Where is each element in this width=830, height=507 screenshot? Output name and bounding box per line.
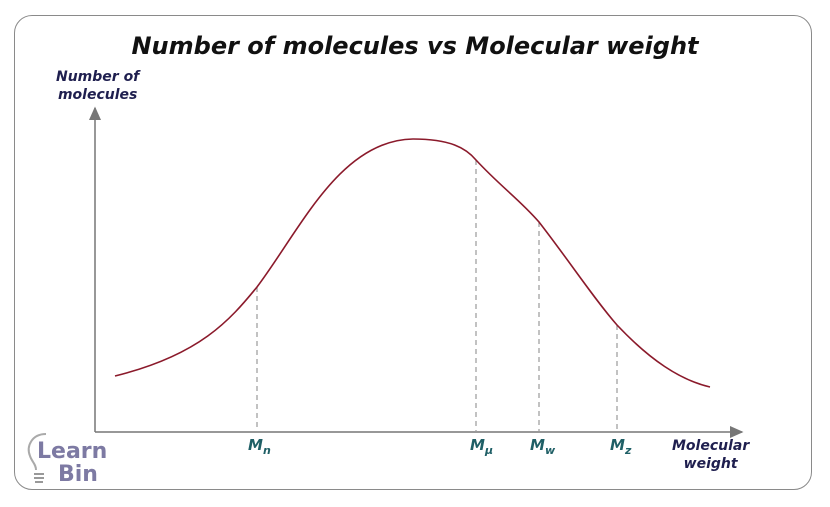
diagram-frame	[14, 15, 812, 490]
marker-mz: Mz	[610, 436, 632, 457]
x-axis-label-line: Molecular	[672, 438, 750, 454]
x-axis-label: Molecular weight	[672, 437, 749, 473]
y-axis-label-line: molecules	[57, 87, 138, 103]
marker-mn: Mn	[248, 436, 271, 457]
distribution-curve	[114, 138, 711, 388]
learnbin-logo: Learn Bin	[27, 433, 107, 486]
x-axis-label-line: weight	[683, 456, 738, 472]
y-axis-label: Number of molecules	[56, 68, 139, 104]
svg-text:Learn: Learn	[37, 439, 107, 464]
diagram-title: Number of molecules vs Molecular weight	[131, 32, 699, 60]
svg-text:Bin: Bin	[58, 462, 98, 486]
marker-mw: Mw	[530, 436, 556, 457]
marker-mmu: Mμ	[470, 436, 494, 457]
y-axis-label-line: Number of	[56, 69, 140, 85]
